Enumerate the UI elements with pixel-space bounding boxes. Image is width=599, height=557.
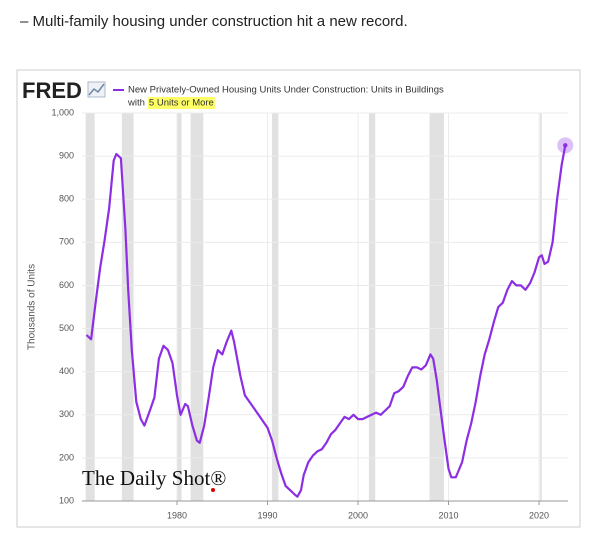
chart-frame: [16, 69, 581, 528]
x-tick-label: 2010: [439, 510, 459, 520]
last-point: [563, 143, 568, 148]
y-tick-label: 900: [59, 150, 74, 160]
plot: 100 200 300 400 500 600 700 800 900 1,000 1980 1990…: [51, 107, 574, 520]
x-tick-label: 1980: [167, 510, 187, 520]
watermark: The Daily Shot®: [82, 466, 226, 490]
series-line: [85, 145, 567, 498]
recession-band: [368, 113, 376, 501]
y-tick-label: 1,000: [51, 107, 74, 117]
legend-label: with: [127, 98, 145, 109]
logo: FRED: [22, 78, 82, 103]
y-tick-label: 100: [59, 495, 74, 505]
recession-band: [121, 113, 134, 501]
logo-icon: [87, 81, 106, 98]
x-tick-label: 2020: [529, 510, 549, 520]
x-tick-label: 1990: [258, 510, 278, 520]
recession-band: [272, 113, 279, 501]
y-tick-label: 500: [59, 323, 74, 333]
recession-band: [539, 113, 542, 501]
y-tick-label: 400: [59, 366, 74, 376]
y-tick-label: 300: [59, 409, 74, 419]
recession-band: [85, 113, 95, 501]
recession-band: [177, 113, 182, 501]
watermark-dot: [211, 488, 215, 492]
recession-band: [190, 113, 204, 501]
y-axis-label: Thousands of Units: [27, 264, 38, 350]
legend-label-highlight: 5 Units or More: [149, 98, 214, 109]
recession-band: [429, 113, 445, 501]
headline: – Multi-family housing under constructio…: [20, 13, 408, 30]
highlight: [147, 97, 215, 109]
y-tick-label: 600: [59, 280, 74, 290]
y-tick-label: 800: [59, 194, 74, 204]
x-tick-label: 2000: [348, 510, 368, 520]
legend-label: New Privately-Owned Housing Units Under …: [128, 85, 444, 96]
y-tick-label: 200: [59, 452, 74, 462]
y-tick-label: 700: [59, 237, 74, 247]
